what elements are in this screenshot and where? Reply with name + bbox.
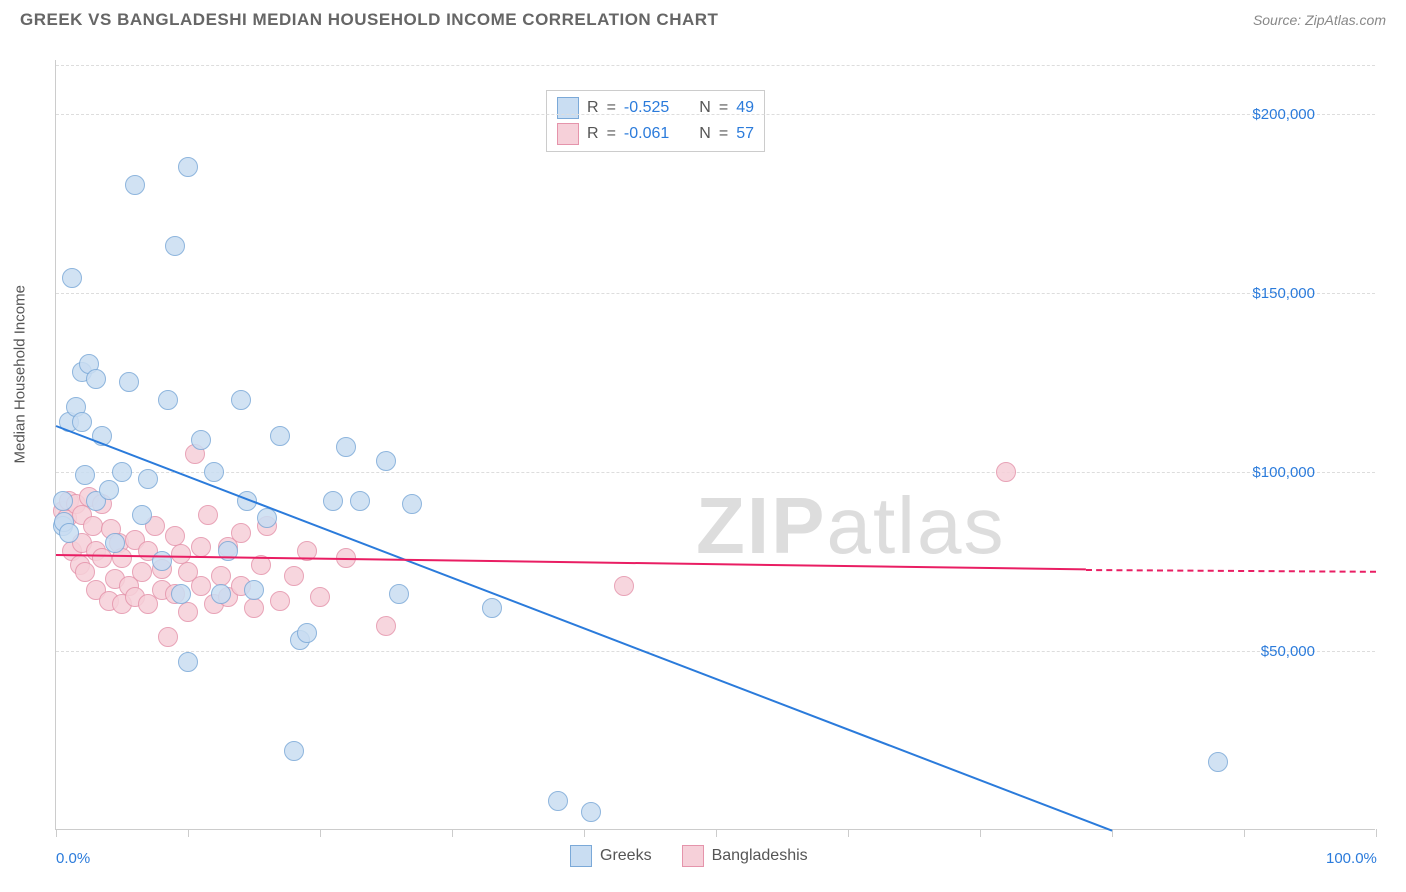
bangladeshi-point bbox=[614, 576, 634, 596]
greek-point bbox=[165, 236, 185, 256]
gridline bbox=[56, 651, 1375, 652]
x-tick bbox=[1376, 829, 1377, 837]
x-tick bbox=[716, 829, 717, 837]
greek-point bbox=[257, 508, 277, 528]
y-axis-title: Median Household Income bbox=[12, 285, 29, 463]
series-legend: Greeks Bangladeshis bbox=[570, 845, 808, 867]
y-tick-label: $50,000 bbox=[1261, 643, 1315, 660]
trend-bangladeshis bbox=[56, 554, 1086, 570]
legend-item-greeks: Greeks bbox=[570, 845, 652, 867]
stats-row-greeks: R = -0.525 N = 49 bbox=[557, 95, 754, 121]
swatch-greeks bbox=[557, 97, 579, 119]
greek-point bbox=[86, 369, 106, 389]
source-label: Source: ZipAtlas.com bbox=[1253, 12, 1386, 28]
greek-point bbox=[204, 462, 224, 482]
bangladeshi-point bbox=[75, 562, 95, 582]
x-tick bbox=[980, 829, 981, 837]
greek-point bbox=[62, 268, 82, 288]
greek-point bbox=[376, 451, 396, 471]
bangladeshi-point bbox=[191, 576, 211, 596]
trend-greeks bbox=[56, 425, 1113, 832]
greek-point bbox=[244, 580, 264, 600]
x-tick bbox=[584, 829, 585, 837]
greek-point bbox=[105, 533, 125, 553]
greek-point bbox=[402, 494, 422, 514]
x-tick bbox=[452, 829, 453, 837]
bangladeshi-point bbox=[231, 523, 251, 543]
greek-point bbox=[482, 598, 502, 618]
watermark: ZIPatlas bbox=[696, 480, 1005, 572]
gridline bbox=[56, 114, 1375, 115]
gridline bbox=[56, 472, 1375, 473]
bangladeshi-point bbox=[178, 602, 198, 622]
greek-point bbox=[297, 623, 317, 643]
greek-point bbox=[178, 157, 198, 177]
greek-point bbox=[59, 523, 79, 543]
gridline bbox=[56, 65, 1375, 66]
plot-area: ZIPatlas R = -0.525 N = 49 R = -0.061 N … bbox=[55, 60, 1375, 830]
bangladeshi-point bbox=[191, 537, 211, 557]
greek-point bbox=[132, 505, 152, 525]
legend-item-bangladeshis: Bangladeshis bbox=[682, 845, 808, 867]
bangladeshi-point bbox=[132, 562, 152, 582]
greek-point bbox=[72, 412, 92, 432]
bangladeshi-point bbox=[310, 587, 330, 607]
greek-point bbox=[548, 791, 568, 811]
chart-title: GREEK VS BANGLADESHI MEDIAN HOUSEHOLD IN… bbox=[20, 10, 718, 30]
bangladeshi-point bbox=[996, 462, 1016, 482]
greek-point bbox=[350, 491, 370, 511]
bangladeshi-point bbox=[270, 591, 290, 611]
greek-point bbox=[53, 491, 73, 511]
bangladeshi-point bbox=[244, 598, 264, 618]
stats-row-bangladeshis: R = -0.061 N = 57 bbox=[557, 121, 754, 147]
greek-point bbox=[211, 584, 231, 604]
greek-point bbox=[158, 390, 178, 410]
greek-point bbox=[389, 584, 409, 604]
gridline bbox=[56, 293, 1375, 294]
swatch-bangladeshis-icon bbox=[682, 845, 704, 867]
bangladeshi-point bbox=[376, 616, 396, 636]
greek-point bbox=[1208, 752, 1228, 772]
greek-point bbox=[119, 372, 139, 392]
swatch-bangladeshis bbox=[557, 123, 579, 145]
trend-bangladeshis-extrapolated bbox=[1086, 569, 1376, 573]
greek-point bbox=[336, 437, 356, 457]
x-tick bbox=[1244, 829, 1245, 837]
greek-point bbox=[125, 175, 145, 195]
greek-point bbox=[112, 462, 132, 482]
greek-point bbox=[138, 469, 158, 489]
x-tick bbox=[320, 829, 321, 837]
greek-point bbox=[323, 491, 343, 511]
greek-point bbox=[191, 430, 211, 450]
bangladeshi-point bbox=[198, 505, 218, 525]
y-tick-label: $200,000 bbox=[1252, 106, 1315, 123]
x-tick bbox=[848, 829, 849, 837]
greek-point bbox=[581, 802, 601, 822]
x-tick bbox=[56, 829, 57, 837]
greek-point bbox=[178, 652, 198, 672]
bangladeshi-point bbox=[158, 627, 178, 647]
x-tick-label: 100.0% bbox=[1326, 850, 1377, 867]
bangladeshi-point bbox=[284, 566, 304, 586]
y-tick-label: $100,000 bbox=[1252, 464, 1315, 481]
x-tick bbox=[188, 829, 189, 837]
greek-point bbox=[231, 390, 251, 410]
greek-point bbox=[270, 426, 290, 446]
greek-point bbox=[99, 480, 119, 500]
bangladeshi-point bbox=[83, 516, 103, 536]
greek-point bbox=[284, 741, 304, 761]
greek-point bbox=[75, 465, 95, 485]
y-tick-label: $150,000 bbox=[1252, 285, 1315, 302]
chart-wrapper: Median Household Income ZIPatlas R = -0.… bbox=[0, 35, 1406, 885]
swatch-greeks-icon bbox=[570, 845, 592, 867]
stats-legend: R = -0.525 N = 49 R = -0.061 N = 57 bbox=[546, 90, 765, 152]
x-tick-label: 0.0% bbox=[56, 850, 90, 867]
greek-point bbox=[171, 584, 191, 604]
